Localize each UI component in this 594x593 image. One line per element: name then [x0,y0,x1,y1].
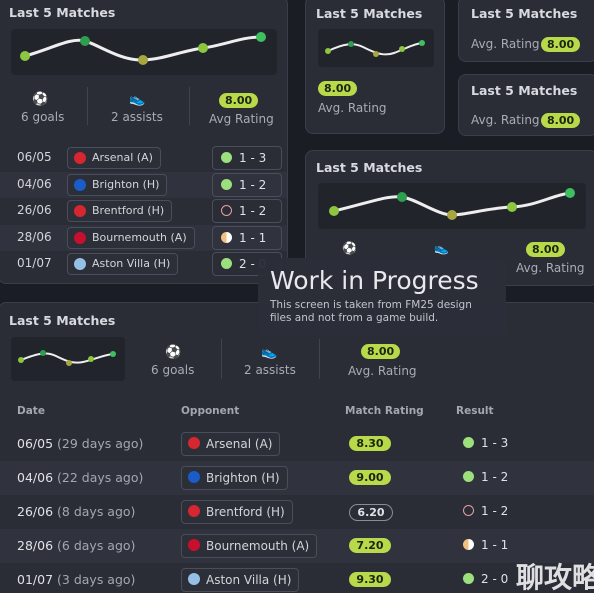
notice-title: Work in Progress [270,266,479,295]
table-row: 06/05 (29 days ago) Arsenal (A) 8.30 1 - 3 [0,427,594,461]
date: 28/06 [17,538,54,553]
days-ago: (8 days ago) [57,504,136,519]
rating-pill: 8.00 [541,37,581,52]
table-row: 01/07 (3 days ago) Aston Villa (H) 9.30 2 - … [0,563,594,593]
result: 1 - 1 [212,225,282,250]
notice-text: This screen is taken from FM25 design fi… [270,299,472,324]
match-date: 04/06 [17,176,52,191]
column-header: Result [456,405,494,417]
days-ago: (22 days ago) [57,470,144,485]
card-title: Last 5 Matches [316,160,423,175]
result: 1 - 1 [455,534,529,556]
match-row: 04/06 Brighton (H) 1 - 2 [0,171,287,198]
table-card: Last 5 Matches ⚽ 6 goals 👟 2 assists 8.0… [0,302,594,593]
rating-label: Avg. Rating [516,261,585,275]
match-date: 04/06 (22 days ago) [17,470,143,485]
match-rating: 7.20 [349,538,391,553]
match-rating: 8.30 [349,436,391,451]
opponent: Aston Villa (H) [181,568,300,592]
card-title: Last 5 Matches [9,5,116,20]
match-date: 01/07 [17,256,52,270]
rating-label: Avg. Rating [318,101,387,115]
rating-pill: 8.00 [361,344,401,359]
rating-pill: 8.00 [318,81,358,96]
match-date: 06/05 [17,150,52,164]
result: 1 - 3 [455,432,529,454]
match-date: 01/07 (3 days ago) [17,572,135,587]
goals: 6 goals [151,363,195,377]
days-ago: (29 days ago) [57,436,144,451]
column-header: Match Rating [345,405,424,417]
table-row: 28/06 (6 days ago) Bournemouth (A) 7.20 1 - … [0,529,594,563]
column-header: Opponent [181,405,240,417]
rating-label: Avg Rating [209,112,274,126]
card: Last 5 Matches 8.00 Avg. Rating [305,0,445,134]
opponent: Brighton (H) [67,173,168,196]
table-row: 26/06 (8 days ago) Brentford (H) 6.20 1 - 2 [0,495,594,529]
card: Last 5 Matches Avg. Rating 8.00 [458,0,594,62]
match-date: 28/06 [17,229,52,244]
opponent: Bournemouth (A) [181,534,318,558]
opponent: Aston Villa (H) [67,253,179,275]
card-title: Last 5 Matches [471,6,578,21]
result: 1 - 2 [212,172,282,197]
match-row: 28/06 Bournemouth (A) 1 - 1 [0,224,287,251]
column-header: Date [17,405,45,417]
match-row: 01/07 Aston Villa (H) 2 - 0 [0,251,287,277]
sparkline [318,29,434,67]
card-title: Last 5 Matches [9,313,116,328]
rating-label: Avg. Rating [471,113,540,127]
notice: Work in Progress This screen is taken fr… [258,258,506,336]
days-ago: (6 days ago) [57,538,136,553]
date: 01/07 [17,572,54,587]
sparkline [11,337,125,381]
card: Last 5 Matches Avg. Rating 8.00 [458,74,594,136]
opponent: Bournemouth (A) [67,226,195,249]
sparkline [11,29,277,75]
opponent: Brighton (H) [181,466,288,490]
watermark: 聊攻略 [516,561,594,593]
match-date: 06/05 (29 days ago) [17,436,143,451]
rating-pill: 8.00 [526,242,566,257]
rating-label: Avg. Rating [471,37,540,51]
goals: 6 goals [21,110,65,124]
card: Last 5 Matches ⚽ 6 goals 👟 2 assists 8.0… [0,0,288,284]
rating-pill: 8.00 [219,93,259,108]
date: 06/05 [17,436,54,451]
match-row: 06/05 Arsenal (A) 1 - 3 [0,145,287,171]
date: 26/06 [17,504,54,519]
card-title: Last 5 Matches [316,6,423,21]
assists: 2 assists [111,110,163,124]
opponent: Arsenal (A) [181,432,281,456]
rating-pill: 8.00 [541,113,581,128]
table-row: 04/06 (22 days ago) Brighton (H) 9.00 1 - 2 [0,461,594,495]
match-date: 26/06 [17,203,52,217]
match-date: 28/06 (6 days ago) [17,538,135,553]
assists: 2 assists [244,363,296,377]
match-rating: 9.30 [349,572,391,587]
opponent: Brentford (H) [181,500,293,524]
match-rating: 6.20 [349,504,393,521]
match-date: 26/06 (8 days ago) [17,504,135,519]
match-row: 26/06 Brentford (H) 1 - 2 [0,198,287,224]
days-ago: (3 days ago) [57,572,136,587]
match-rating: 9.00 [349,470,391,485]
opponent: Brentford (H) [67,200,173,222]
result: 1 - 2 [455,466,529,488]
result: 1 - 2 [212,199,282,223]
card-title: Last 5 Matches [471,83,578,98]
sparkline [318,183,586,229]
rating-label: Avg. Rating [348,364,417,378]
result: 1 - 3 [212,146,282,170]
opponent: Arsenal (A) [67,147,161,169]
result: 2 - 0 [455,568,529,590]
date: 04/06 [17,470,54,485]
result: 1 - 2 [455,500,529,522]
